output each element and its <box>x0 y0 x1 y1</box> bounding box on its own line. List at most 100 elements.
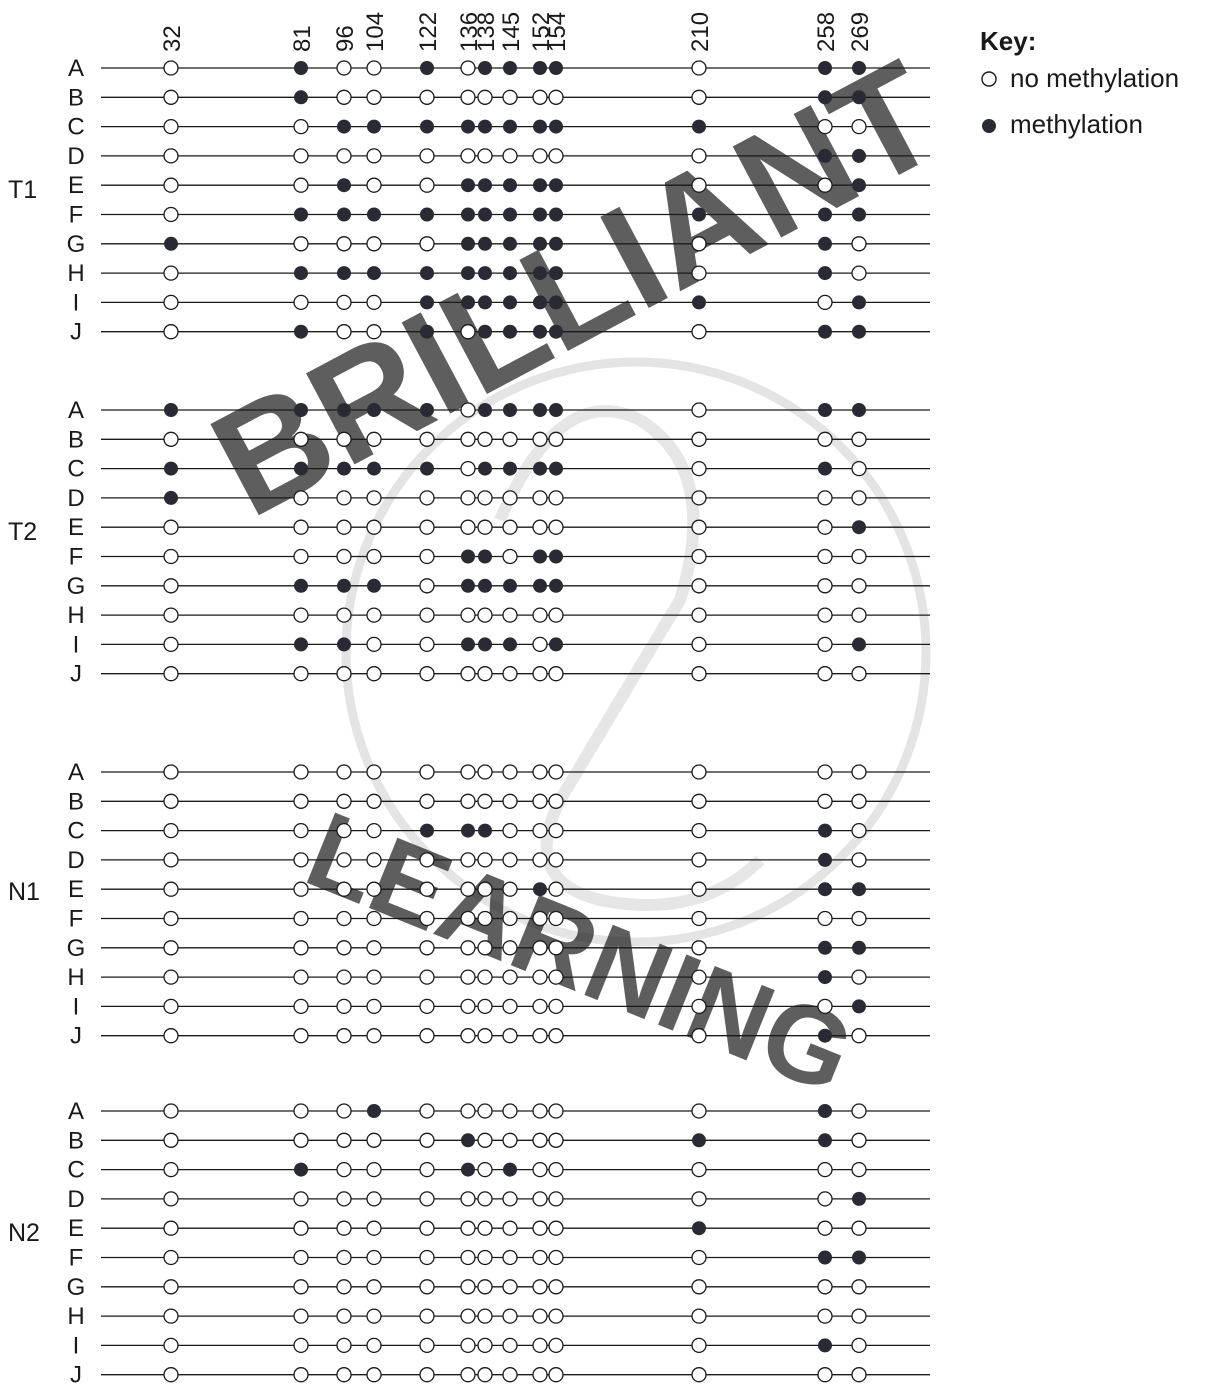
unmethylated-site <box>851 1279 867 1295</box>
unmethylated-site <box>163 177 179 193</box>
unmethylated-site <box>293 177 309 193</box>
unmethylated-site <box>532 519 548 535</box>
position-label: 145 <box>498 12 525 52</box>
unmethylated-site <box>163 294 179 311</box>
watermark-ring <box>341 357 931 947</box>
unmethylated-site <box>419 1103 435 1119</box>
unmethylated-site <box>502 607 518 623</box>
row-label: J <box>70 1023 82 1050</box>
unmethylated-site <box>502 1337 518 1354</box>
row-label: A <box>68 55 84 82</box>
methylated-site <box>852 90 866 105</box>
unmethylated-site <box>691 490 707 506</box>
unmethylated-site <box>336 519 352 535</box>
sample-row: I <box>73 289 930 316</box>
methylated-site <box>478 61 492 75</box>
methylated-site <box>461 637 475 652</box>
unmethylated-site <box>336 236 352 252</box>
unmethylated-site <box>851 822 867 839</box>
unmethylated-site <box>817 1279 833 1295</box>
unmethylated-site <box>817 294 833 311</box>
unmethylated-site <box>477 1249 493 1266</box>
unmethylated-site <box>366 236 382 252</box>
unmethylated-site <box>817 793 833 809</box>
row-label: I <box>73 631 80 658</box>
unmethylated-site <box>419 1028 435 1044</box>
sample-row: F <box>69 1245 930 1272</box>
methylated-site <box>337 403 351 417</box>
unmethylated-site <box>532 490 548 506</box>
methylated-site <box>818 852 832 867</box>
unmethylated-site <box>366 998 382 1015</box>
unmethylated-site <box>293 998 309 1015</box>
unmethylated-site <box>293 793 309 809</box>
unmethylated-site <box>548 1028 564 1044</box>
unmethylated-site <box>851 548 867 565</box>
unmethylated-site <box>419 548 435 565</box>
unmethylated-site <box>419 1132 435 1148</box>
row-label: F <box>69 202 84 229</box>
methylated-site <box>692 295 706 310</box>
unmethylated-site <box>502 940 518 956</box>
methylated-site <box>852 1250 866 1265</box>
unmethylated-site <box>163 607 179 623</box>
unmethylated-site <box>366 148 382 164</box>
unmethylated-site <box>817 177 833 193</box>
unmethylated-site <box>502 89 518 105</box>
unmethylated-site <box>336 324 352 340</box>
unmethylated-site <box>460 89 476 105</box>
methylated-site <box>478 637 492 652</box>
unmethylated-site <box>691 636 707 653</box>
unmethylated-site <box>366 1191 382 1207</box>
unmethylated-site <box>163 852 179 868</box>
sample-row: A <box>68 397 930 424</box>
unmethylated-site <box>477 881 493 897</box>
methylated-site <box>852 178 866 193</box>
unmethylated-site <box>460 764 476 780</box>
methylated-site <box>549 266 563 281</box>
position-label: 136 <box>456 12 483 52</box>
unmethylated-site <box>336 548 352 565</box>
methylated-site <box>461 236 475 251</box>
sample-row: D <box>67 485 930 512</box>
unmethylated-site <box>336 148 352 164</box>
unmethylated-site <box>502 793 518 809</box>
row-label: J <box>70 661 82 688</box>
unmethylated-site <box>817 910 833 927</box>
unmethylated-site <box>419 1161 435 1178</box>
sample-row: B <box>68 426 930 453</box>
unmethylated-site <box>293 822 309 839</box>
unmethylated-site <box>460 793 476 809</box>
unmethylated-site <box>293 1308 309 1324</box>
unmethylated-site <box>691 666 707 682</box>
unmethylated-site <box>336 666 352 682</box>
unmethylated-site <box>366 822 382 839</box>
unmethylated-site <box>366 1337 382 1354</box>
unmethylated-site <box>532 148 548 164</box>
unmethylated-site <box>691 940 707 956</box>
methylated-site <box>337 578 351 593</box>
methylated-site <box>549 549 563 564</box>
sample-row: E <box>68 172 930 199</box>
methylated-site <box>533 578 547 593</box>
unmethylated-site <box>851 1220 867 1236</box>
methylated-site <box>503 236 517 251</box>
filled-circle-icon <box>982 119 996 133</box>
position-label: 152 <box>528 12 555 52</box>
methylated-site <box>461 549 475 564</box>
methylated-site <box>503 207 517 222</box>
unmethylated-site <box>477 1337 493 1354</box>
methylated-site <box>852 1191 866 1206</box>
sample-row: E <box>68 514 930 541</box>
unmethylated-site <box>532 998 548 1015</box>
unmethylated-site <box>293 548 309 565</box>
methylated-site <box>549 236 563 251</box>
unmethylated-site <box>163 206 179 223</box>
unmethylated-site <box>548 1132 564 1148</box>
unmethylated-site <box>293 910 309 927</box>
methylated-site <box>420 324 434 339</box>
unmethylated-site <box>419 1367 435 1383</box>
position-label: 210 <box>687 12 714 52</box>
unmethylated-site <box>336 1249 352 1266</box>
unmethylated-site <box>851 607 867 623</box>
